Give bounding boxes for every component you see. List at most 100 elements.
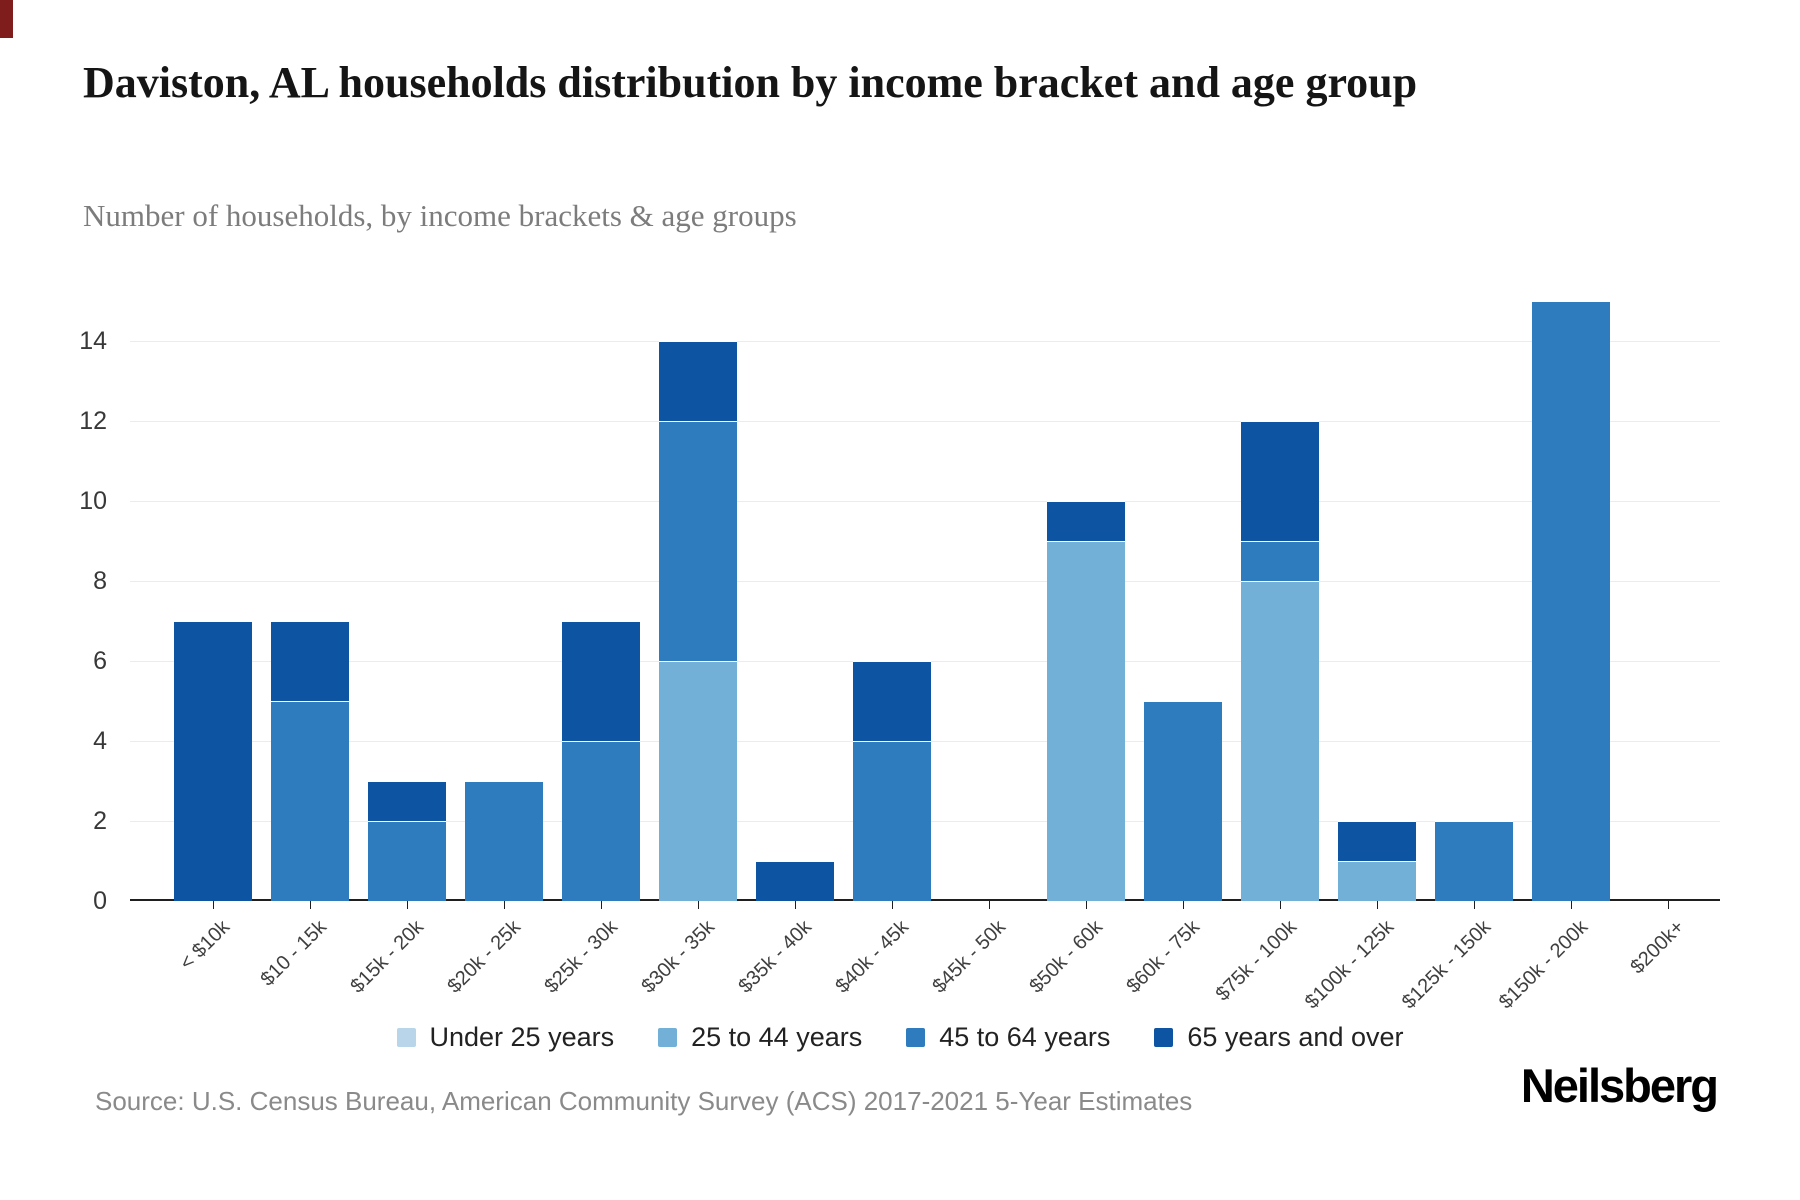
bar-segment (173, 621, 252, 901)
bar-segment (367, 821, 446, 901)
bar-stack (1240, 421, 1319, 901)
x-axis-tick (794, 901, 796, 909)
bar-stack (658, 341, 737, 901)
gridline (130, 501, 1720, 502)
bar-stack (561, 621, 640, 901)
gridline (130, 421, 1720, 422)
x-axis-tick (1085, 901, 1087, 909)
x-axis-label: $15k - 20k (346, 916, 429, 998)
y-axis-tick-label: 8 (93, 567, 107, 595)
bar-segment (367, 781, 446, 821)
decorative-corner-mark (0, 0, 13, 38)
x-axis-tick (891, 901, 893, 909)
x-axis-label: $40k - 45k (831, 916, 914, 998)
x-axis-tick (1473, 901, 1475, 909)
y-axis-tick-label: 10 (79, 487, 107, 515)
bar-segment (1046, 501, 1125, 541)
bar-segment (561, 741, 640, 901)
bar-segment (658, 341, 737, 421)
legend-item: 45 to 64 years (906, 1022, 1110, 1053)
bar-stack (1046, 501, 1125, 901)
x-axis-label: $60k - 75k (1122, 916, 1205, 998)
chart-legend: Under 25 years 25 to 44 years 45 to 64 yea… (0, 1022, 1800, 1053)
x-axis-tick (1570, 901, 1572, 909)
legend-swatch (658, 1028, 678, 1047)
source-text: Source: U.S. Census Bureau, American Com… (95, 1086, 1193, 1116)
x-axis-label: $20k - 25k (443, 916, 526, 998)
y-axis-tick-label: 2 (93, 807, 107, 835)
x-axis-label: < $10k (175, 916, 235, 975)
legend-item: 25 to 44 years (658, 1022, 862, 1053)
bar-stack (270, 621, 349, 901)
x-axis-label: $200k+ (1626, 916, 1690, 979)
brand-logo: Neilsberg (1520, 1059, 1719, 1112)
x-axis-label: $10 - 15k (256, 916, 332, 991)
bar-segment (1240, 541, 1319, 581)
bar-segment (852, 741, 931, 901)
bar-segment (270, 621, 349, 701)
bar-segment (658, 661, 737, 901)
page-title: Daviston, AL households distribution by … (83, 58, 1418, 107)
bar-segment (658, 421, 737, 661)
x-axis-label: $45k - 50k (928, 916, 1011, 998)
bar-stack (1337, 821, 1416, 901)
bar-stack (1434, 821, 1513, 901)
bar-stack (1531, 301, 1610, 901)
x-axis-tick (988, 901, 990, 909)
legend-item: Under 25 years (396, 1022, 615, 1053)
y-axis-tick-label: 4 (93, 727, 107, 755)
x-axis-tick (503, 901, 505, 909)
x-axis-tick (1182, 901, 1184, 909)
legend-swatch (906, 1028, 926, 1047)
bar-stack (464, 781, 543, 901)
bar-segment (1240, 421, 1319, 541)
x-axis-label: $100k - 125k (1300, 916, 1399, 1014)
bar-segment (561, 621, 640, 741)
x-axis-tick (212, 901, 214, 909)
x-axis-label: $150k - 200k (1494, 916, 1593, 1014)
x-axis-tick (600, 901, 602, 909)
x-axis-label: $30k - 35k (637, 916, 720, 998)
bar-stack (852, 661, 931, 901)
bar-stack (367, 781, 446, 901)
legend-label: 65 years and over (1187, 1022, 1404, 1052)
bar-stack (173, 621, 252, 901)
x-axis-tick (697, 901, 699, 909)
y-axis-tick-label: 6 (93, 647, 107, 675)
bar-stack (755, 861, 834, 901)
x-axis-label: $125k - 150k (1397, 916, 1496, 1014)
bar-segment (1046, 541, 1125, 901)
bar-segment (1143, 701, 1222, 901)
bar-segment (1337, 861, 1416, 901)
bar-segment (464, 781, 543, 901)
x-axis-tick (1667, 901, 1669, 909)
gridline (130, 341, 1720, 342)
x-axis-label: $75k - 100k (1211, 916, 1302, 1006)
bar-stack (1143, 701, 1222, 901)
bar-segment (852, 661, 931, 741)
x-axis-label: $35k - 40k (734, 916, 817, 998)
y-axis-tick-label: 0 (93, 887, 107, 915)
legend-item: 65 years and over (1154, 1022, 1404, 1053)
x-axis-tick (1279, 901, 1281, 909)
x-axis-tick (406, 901, 408, 909)
page-subtitle: Number of households, by income brackets… (83, 198, 797, 233)
legend-swatch (1154, 1028, 1174, 1047)
legend-label: Under 25 years (429, 1022, 615, 1052)
y-axis-tick-label: 14 (79, 327, 107, 355)
legend-label: 45 to 64 years (939, 1022, 1111, 1052)
y-axis-tick-label: 12 (79, 407, 107, 435)
bar-segment (1337, 821, 1416, 861)
bar-segment (270, 701, 349, 901)
bar-segment (1240, 581, 1319, 901)
legend-label: 25 to 44 years (691, 1022, 863, 1052)
bar-segment (1531, 301, 1610, 901)
x-axis-tick (309, 901, 311, 909)
x-axis-tick (1376, 901, 1378, 909)
bar-segment (1434, 821, 1513, 901)
legend-swatch (396, 1028, 416, 1047)
bar-segment (755, 861, 834, 901)
gridline (130, 581, 1720, 582)
